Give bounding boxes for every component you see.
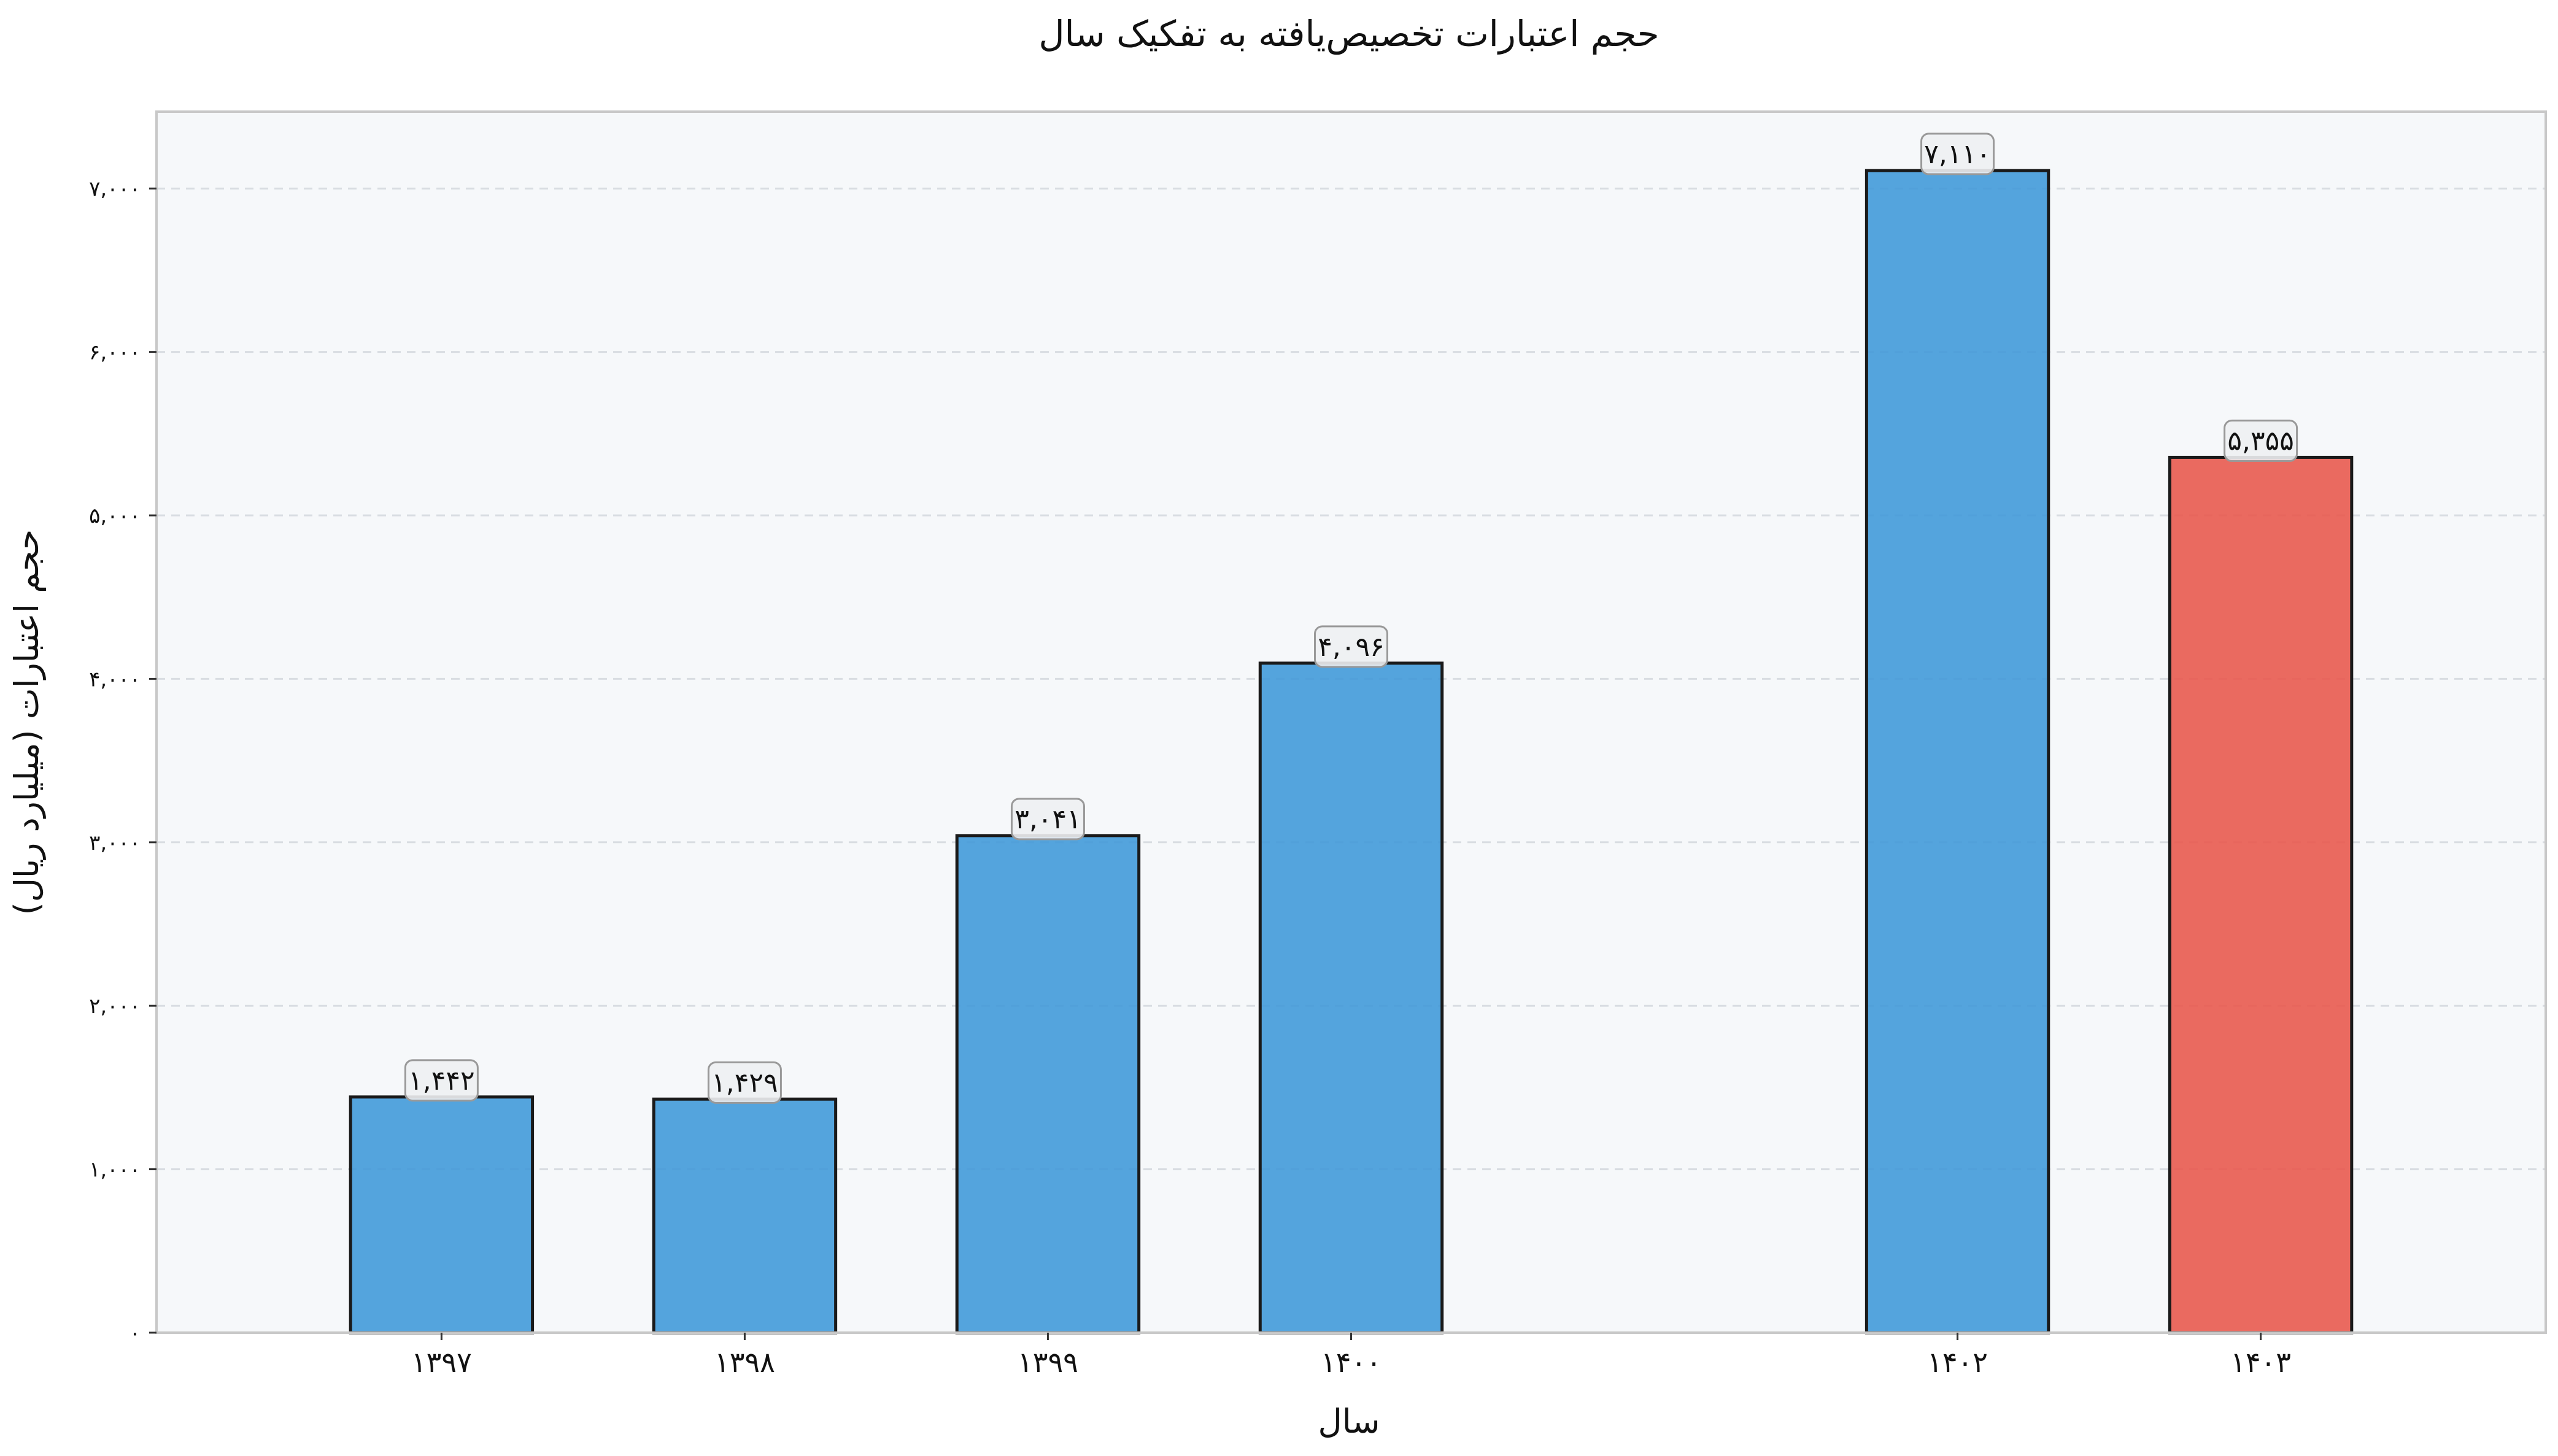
x-tick-label: ۱۳۹۷ [411,1346,472,1379]
data-label-text: ۴,۰۹۶ [1318,631,1385,663]
data-label-text: ۷,۱۱۰ [1924,139,1991,170]
y-tick-label: ۳,۰۰۰ [89,831,141,855]
data-label-1402: ۷,۱۱۰ [1920,133,1995,175]
bar-1402 [1864,169,2050,1335]
x-tick-label: ۱۴۰۲ [1927,1346,1988,1379]
x-tick-label: ۱۳۹۹ [1018,1346,1078,1379]
data-label-box [1920,133,1995,175]
data-label-text: ۱,۴۴۲ [408,1065,475,1096]
y-tick-label: ۱,۰۰۰ [89,1158,141,1182]
data-label-box [707,1061,782,1104]
x-tick-label: ۱۳۹۸ [714,1346,775,1379]
chart-title: حجم اعتبارات تخصیص‌یافته به تفکیک سال [1038,13,1659,55]
data-label-box [1010,798,1085,841]
x-axis-label: سال [1318,1402,1380,1441]
y-tick-label: ۰ [129,1321,141,1346]
bar-1397 [349,1095,535,1335]
data-labels: ۱,۴۴۲ ۱,۴۲۹ ۳,۰۴۱ ۴,۰۹۶ ۷,۱۱۰ ۵,۳۵۵ [404,133,2298,1104]
x-tick-label: ۱۴۰۰ [1321,1346,1381,1379]
data-label-1400: ۴,۰۹۶ [1314,625,1388,668]
bar-1403 [2168,455,2354,1335]
data-label-1397: ۱,۴۴۲ [404,1059,479,1102]
data-label-text: ۵,۳۵۵ [2227,425,2294,456]
x-axis-ticks: ۱۳۹۷ ۱۳۹۸ ۱۳۹۹ ۱۴۰۰ ۱۴۰۲ ۱۴۰۳ [411,1333,2291,1379]
data-label-1398: ۱,۴۲۹ [707,1061,782,1104]
bar-1400 [1258,661,1444,1335]
data-label-1403: ۵,۳۵۵ [2224,419,2298,462]
data-label-text: ۳,۰۴۱ [1014,804,1081,835]
y-axis-ticks: ۰ ۱,۰۰۰ ۲,۰۰۰ ۳,۰۰۰ ۴,۰۰۰ ۵,۰۰۰ ۶,۰۰۰ ۷,۰۰۰ [89,177,156,1346]
data-label-text: ۱,۴۲۹ [711,1067,778,1098]
y-tick-label: ۲,۰۰۰ [89,994,141,1019]
bar-1398 [652,1097,838,1335]
data-label-box [1314,625,1388,668]
y-axis-label: حجم اعتبارات (میلیارد ریال) [7,530,46,915]
data-label-box [2224,419,2298,462]
y-tick-label: ۴,۰۰۰ [89,667,141,691]
data-label-box [404,1059,479,1102]
y-tick-label: ۶,۰۰۰ [89,341,141,365]
x-tick-label: ۱۴۰۳ [2230,1346,2291,1379]
y-tick-label: ۵,۰۰۰ [89,504,141,528]
bar-1399 [955,834,1141,1335]
y-tick-label: ۷,۰۰۰ [89,177,141,201]
data-label-1399: ۳,۰۴۱ [1010,798,1085,841]
